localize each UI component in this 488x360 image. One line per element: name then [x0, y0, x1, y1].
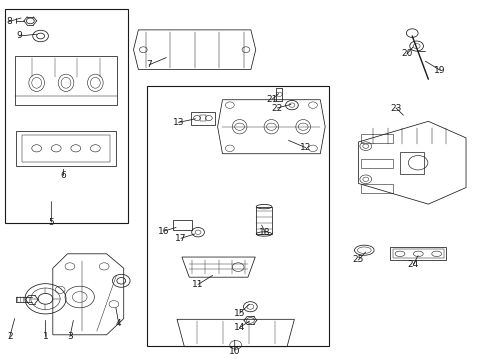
Text: 18: 18 [259, 228, 270, 237]
Bar [360, 134, 392, 143]
Bar [22, 135, 110, 162]
Text: 22: 22 [271, 104, 283, 112]
Bar [16, 131, 116, 166]
Text: 24: 24 [407, 260, 418, 269]
Text: 12: 12 [299, 143, 311, 152]
Text: 11: 11 [192, 280, 203, 289]
Bar [360, 159, 392, 168]
Bar [360, 184, 392, 193]
Text: 1: 1 [42, 332, 48, 341]
Text: 21: 21 [266, 94, 278, 104]
Text: 9: 9 [17, 31, 22, 40]
Text: 17: 17 [175, 234, 186, 243]
Text: 20: 20 [400, 49, 412, 58]
Text: 4: 4 [116, 320, 122, 328]
Bar [399, 152, 424, 174]
Bar [146, 86, 328, 346]
Text: 19: 19 [433, 66, 445, 75]
Text: 6: 6 [61, 171, 66, 180]
Bar [389, 247, 446, 260]
Bar [200, 115, 205, 121]
Text: 3: 3 [67, 332, 73, 341]
Text: 8: 8 [6, 17, 12, 26]
Text: 14: 14 [233, 323, 245, 332]
Text: 7: 7 [146, 60, 152, 69]
Text: 5: 5 [48, 217, 54, 227]
Bar [392, 249, 443, 258]
Bar [5, 9, 128, 223]
Text: 23: 23 [389, 104, 401, 112]
Text: 13: 13 [172, 118, 184, 127]
Text: 10: 10 [228, 346, 240, 356]
Text: 15: 15 [233, 309, 245, 318]
Bar [256, 207, 271, 234]
Text: 25: 25 [352, 256, 364, 264]
Text: 16: 16 [158, 227, 169, 236]
Text: 2: 2 [7, 332, 13, 341]
